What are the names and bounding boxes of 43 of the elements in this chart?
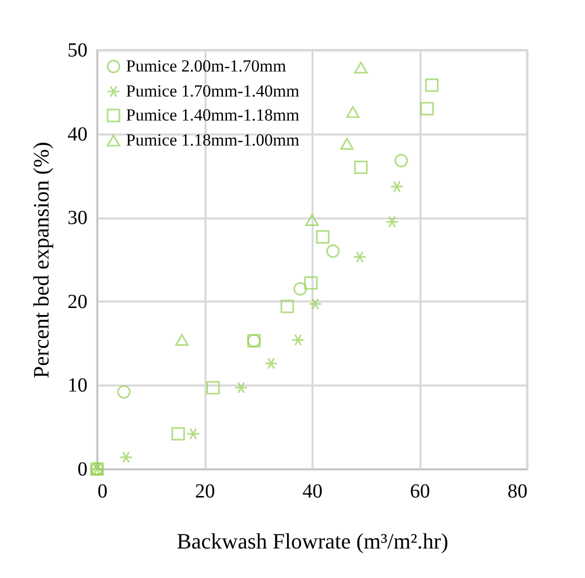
point — [280, 300, 294, 314]
point — [420, 102, 434, 116]
point — [385, 216, 399, 228]
point — [308, 298, 322, 310]
point — [304, 276, 318, 290]
point — [340, 138, 354, 150]
point — [305, 214, 319, 226]
point — [425, 78, 439, 92]
point — [206, 381, 220, 394]
point — [394, 154, 408, 168]
x-tick-label: 60 — [410, 480, 430, 502]
point — [293, 282, 307, 296]
point — [346, 106, 360, 118]
point — [353, 251, 367, 263]
point — [264, 357, 278, 370]
y-tick-label: 40 — [68, 123, 88, 146]
point — [291, 334, 305, 346]
x-tick-label: 40 — [302, 480, 322, 502]
point — [316, 230, 330, 244]
point — [186, 428, 200, 440]
x-tick-label: 80 — [508, 480, 528, 502]
y-tick-label: 0 — [78, 458, 88, 480]
y-tick-label: 50 — [68, 40, 88, 62]
legend-label: Pumice 1.70mm-1.40mm — [126, 82, 300, 100]
x-tick-label: 0 — [98, 480, 108, 502]
point — [171, 427, 185, 441]
legend-label: Pumice 1.18mm-1.00mm — [126, 130, 300, 150]
point — [119, 451, 133, 464]
y-tick-label: 10 — [68, 374, 88, 397]
y-tick-label: 30 — [68, 207, 88, 230]
x-axis-title: Backwash Flowrate (m³/m².hr) — [176, 528, 448, 554]
point — [234, 382, 248, 394]
y-axis-title: Percent bed expansion (%) — [28, 142, 54, 378]
point — [354, 62, 368, 74]
legend-label: Pumice 2.00m-1.70mm — [126, 56, 286, 76]
point — [175, 334, 189, 346]
legend-label: Pumice 1.40mm-1.18mm — [126, 106, 300, 124]
y-tick-label: 20 — [68, 290, 88, 313]
point — [326, 244, 340, 258]
point — [390, 180, 404, 193]
x-tick-label: 20 — [195, 480, 215, 502]
point — [354, 160, 368, 174]
point — [117, 385, 131, 399]
